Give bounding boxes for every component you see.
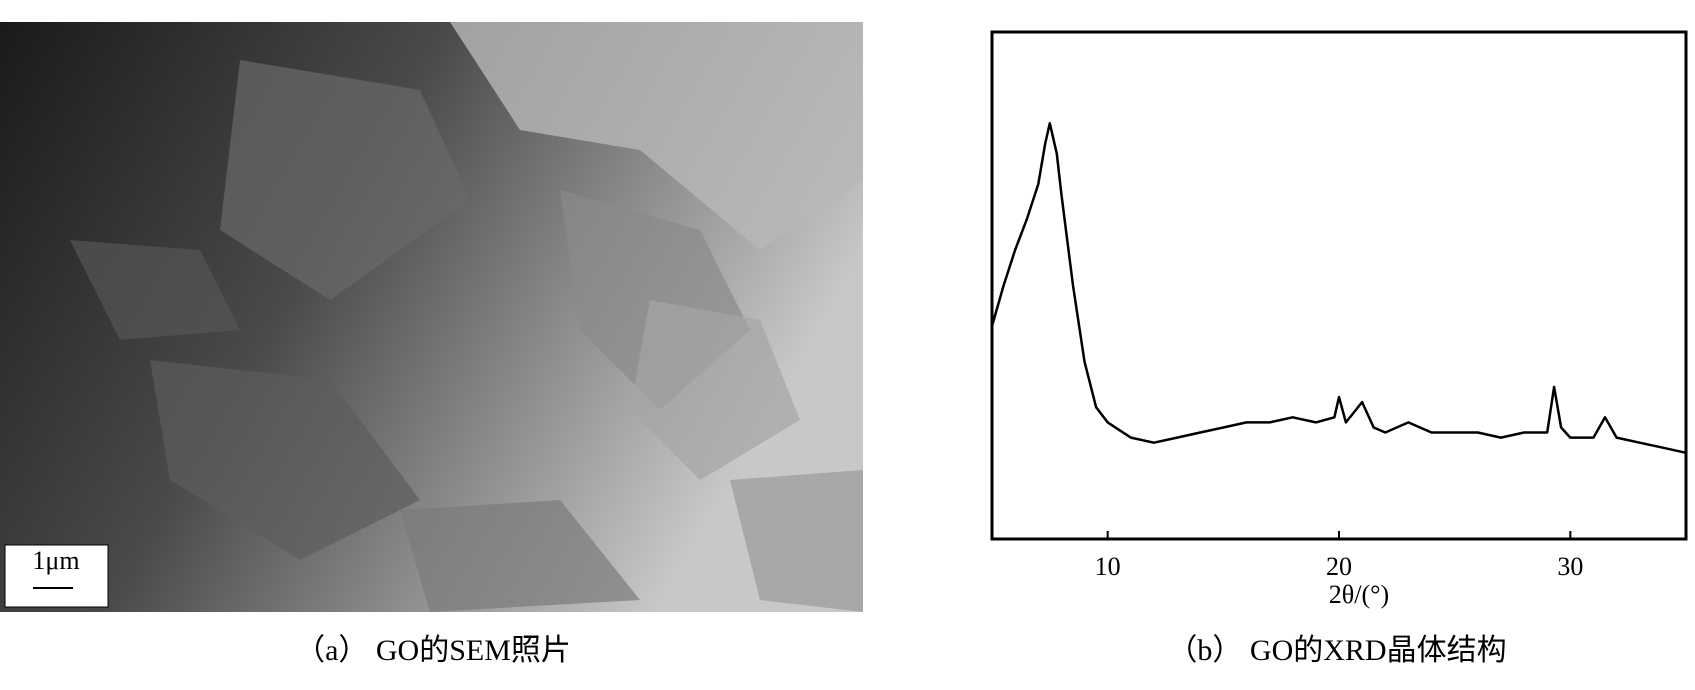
x-tick-label: 20 [1326,552,1352,581]
x-axis-label: 2θ/(°) [1329,580,1389,609]
sem-image: 1μm [0,22,863,612]
sem-caption: （a） GO的SEM照片 [295,634,571,667]
x-tick-label: 10 [1095,552,1121,581]
chart-caption: （b） GO的XRD晶体结构 [1167,634,1506,667]
plot-frame [990,30,1688,541]
scale-bar-label: 1μm [32,546,79,575]
x-tick-label: 30 [1557,552,1583,581]
xrd-line [990,122,1687,455]
